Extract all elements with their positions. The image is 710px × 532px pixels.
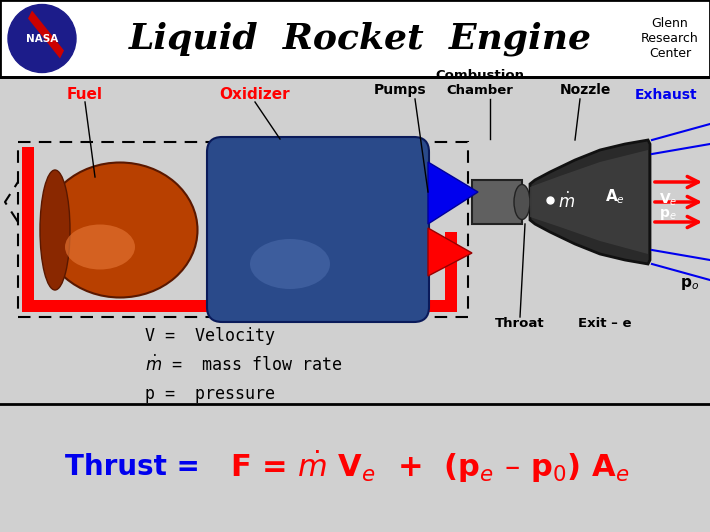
FancyBboxPatch shape xyxy=(207,137,429,322)
Text: Combustion
Chamber: Combustion Chamber xyxy=(435,69,525,97)
Bar xyxy=(445,232,457,312)
Text: NASA: NASA xyxy=(26,34,58,44)
Ellipse shape xyxy=(65,225,135,270)
Text: Fuel: Fuel xyxy=(67,87,103,102)
Polygon shape xyxy=(428,162,478,224)
Bar xyxy=(22,300,457,312)
Text: Exit – e: Exit – e xyxy=(578,317,632,330)
Bar xyxy=(22,147,34,312)
Ellipse shape xyxy=(514,185,530,220)
Circle shape xyxy=(8,4,76,72)
Bar xyxy=(0,0,710,77)
Text: V =  Velocity: V = Velocity xyxy=(145,327,275,345)
Bar xyxy=(472,180,522,224)
Bar xyxy=(475,180,493,204)
Text: p$_e$: p$_e$ xyxy=(659,206,677,221)
Text: Liquid  Rocket  Engine: Liquid Rocket Engine xyxy=(129,21,591,56)
Text: F = $\dot{m}$ V$_e$  +  (p$_e$ – p$_0$) A$_e$: F = $\dot{m}$ V$_e$ + (p$_e$ – p$_0$) A$… xyxy=(230,448,630,485)
Text: Throat: Throat xyxy=(495,317,545,330)
Text: Oxidizer: Oxidizer xyxy=(219,87,290,102)
Text: p$_o$: p$_o$ xyxy=(680,276,699,292)
Text: V$_e$: V$_e$ xyxy=(659,192,677,208)
Ellipse shape xyxy=(250,239,330,289)
Text: Pumps: Pumps xyxy=(373,83,426,97)
Text: Thrust =: Thrust = xyxy=(65,453,200,481)
Bar xyxy=(18,142,468,317)
Polygon shape xyxy=(530,140,650,264)
Ellipse shape xyxy=(40,170,70,290)
Text: $\dot{m}$: $\dot{m}$ xyxy=(558,192,575,212)
Text: Nozzle: Nozzle xyxy=(559,83,611,97)
Text: Glenn
Research
Center: Glenn Research Center xyxy=(641,17,699,60)
Polygon shape xyxy=(428,228,472,276)
Text: Exhaust: Exhaust xyxy=(635,88,697,102)
Bar xyxy=(212,144,422,314)
Text: p =  pressure: p = pressure xyxy=(145,385,275,403)
Text: $\dot{m}$ =  mass flow rate: $\dot{m}$ = mass flow rate xyxy=(145,355,342,375)
Ellipse shape xyxy=(43,162,197,297)
Polygon shape xyxy=(530,150,648,254)
Text: A$_e$: A$_e$ xyxy=(605,188,625,206)
Polygon shape xyxy=(28,11,64,59)
